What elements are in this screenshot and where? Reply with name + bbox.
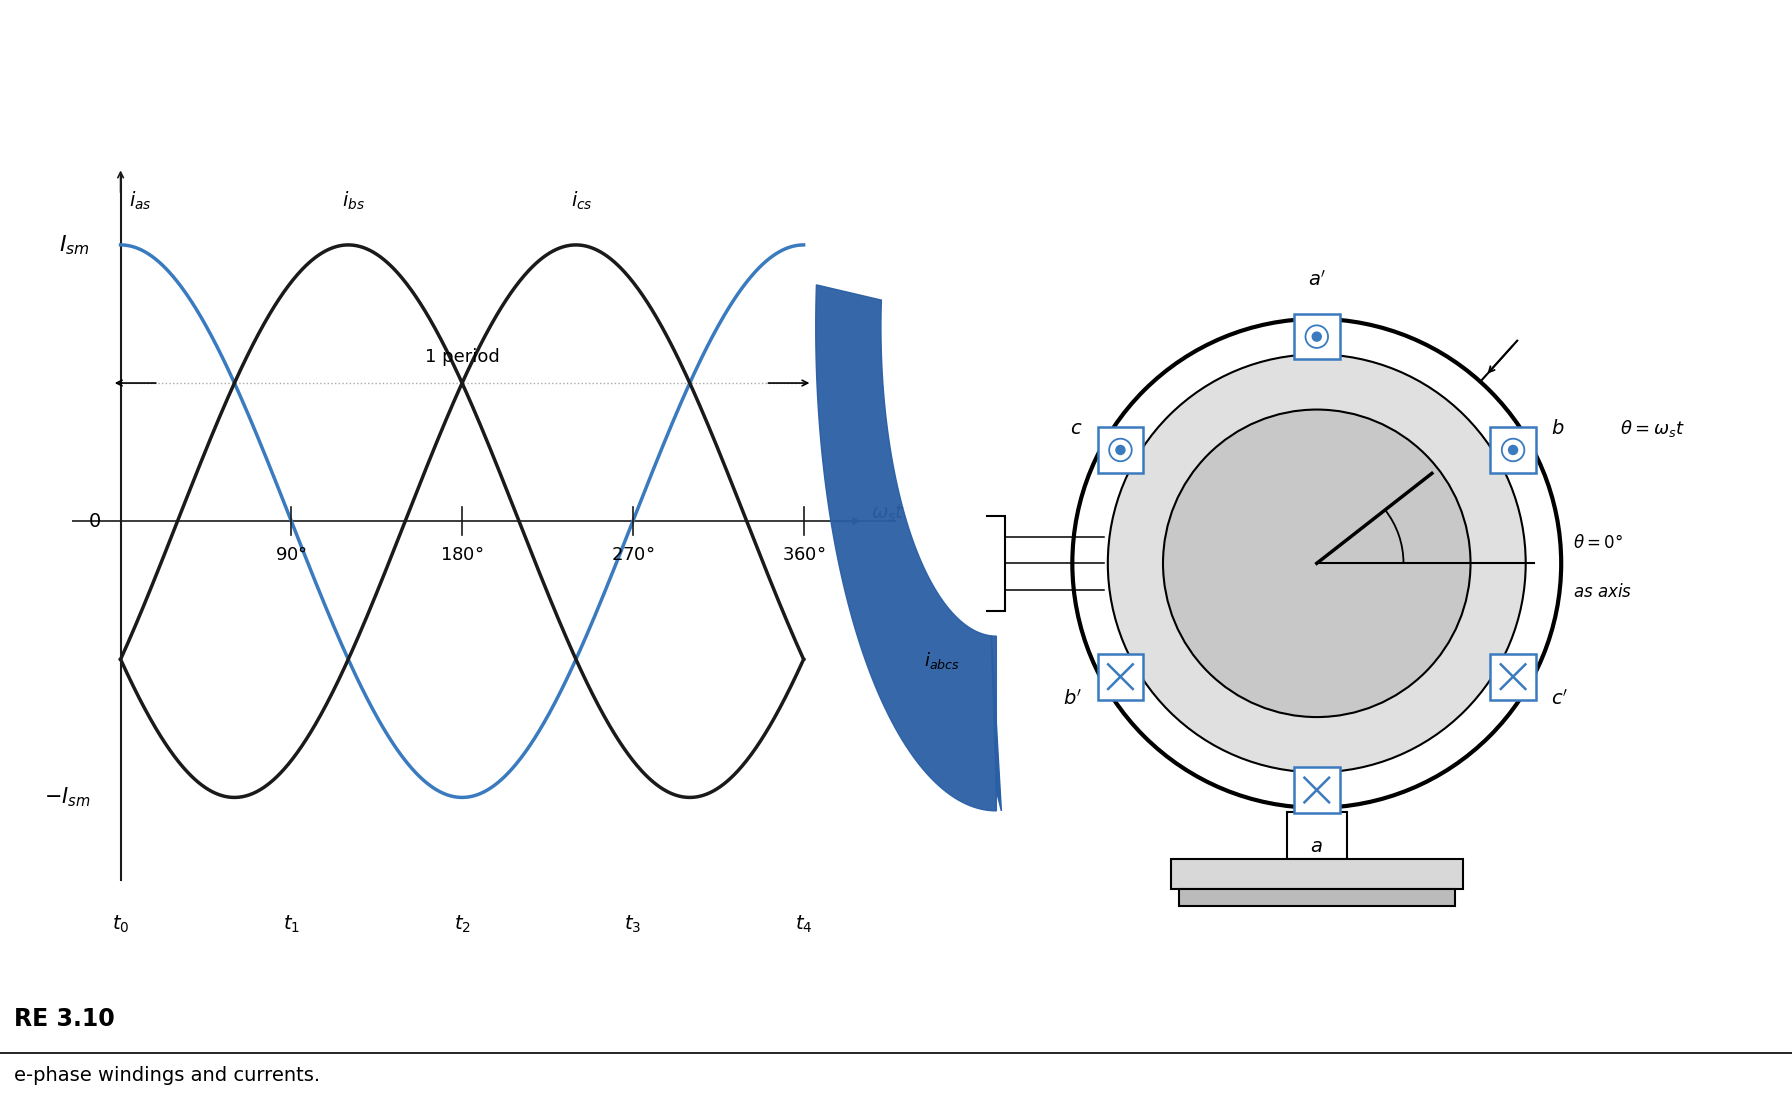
Text: $i_{abcs}$: $i_{abcs}$ <box>925 650 961 671</box>
Circle shape <box>1163 410 1471 717</box>
Circle shape <box>1306 325 1328 348</box>
Text: $a'$: $a'$ <box>1308 269 1326 289</box>
Bar <box>1170 859 1462 889</box>
Text: $t_3$: $t_3$ <box>624 914 642 935</box>
FancyBboxPatch shape <box>1491 654 1536 700</box>
Text: $\omega_s t$: $\omega_s t$ <box>871 502 905 523</box>
Text: 1 period: 1 period <box>425 348 500 366</box>
Polygon shape <box>991 636 1002 811</box>
Text: $a$: $a$ <box>1310 838 1322 857</box>
Text: $360°$: $360°$ <box>781 547 826 564</box>
Text: RE 3.10: RE 3.10 <box>14 1007 115 1030</box>
Circle shape <box>944 580 964 599</box>
Circle shape <box>1312 333 1321 342</box>
Text: $t_1$: $t_1$ <box>283 914 299 935</box>
Text: $t_2$: $t_2$ <box>453 914 471 935</box>
Bar <box>1287 812 1348 859</box>
Circle shape <box>944 554 964 572</box>
Text: $t_0$: $t_0$ <box>111 914 129 935</box>
Polygon shape <box>815 284 996 811</box>
FancyBboxPatch shape <box>1491 427 1536 473</box>
Text: $i_{cs}$: $i_{cs}$ <box>570 189 591 212</box>
Bar <box>973 516 1005 610</box>
Text: $90°$: $90°$ <box>276 547 308 564</box>
Circle shape <box>1116 446 1125 455</box>
Text: $\theta = 0°$: $\theta = 0°$ <box>1573 534 1624 552</box>
Text: $I_{sm}$: $I_{sm}$ <box>59 233 90 256</box>
Text: $b'$: $b'$ <box>1063 689 1082 708</box>
Circle shape <box>944 528 964 545</box>
Circle shape <box>1502 439 1525 461</box>
FancyBboxPatch shape <box>1097 654 1143 700</box>
Text: $\theta = \omega_s t$: $\theta = \omega_s t$ <box>1620 419 1684 439</box>
FancyBboxPatch shape <box>1294 767 1340 813</box>
Text: e-phase windings and currents.: e-phase windings and currents. <box>14 1066 321 1085</box>
Circle shape <box>1109 439 1133 461</box>
Text: $i_{bs}$: $i_{bs}$ <box>342 189 366 212</box>
Text: $0$: $0$ <box>88 512 100 531</box>
Text: $as$ axis: $as$ axis <box>1573 584 1633 601</box>
Circle shape <box>1072 319 1561 808</box>
Text: $b$: $b$ <box>1550 419 1564 438</box>
FancyBboxPatch shape <box>1294 314 1340 360</box>
Text: $-I_{sm}$: $-I_{sm}$ <box>43 785 90 810</box>
Text: $c'$: $c'$ <box>1550 689 1568 708</box>
Text: $i_{as}$: $i_{as}$ <box>129 189 152 212</box>
Text: $t_4$: $t_4$ <box>796 914 812 935</box>
Circle shape <box>1107 354 1525 773</box>
Text: $c$: $c$ <box>1070 419 1082 438</box>
Circle shape <box>1509 446 1518 455</box>
Bar <box>1179 889 1455 906</box>
FancyBboxPatch shape <box>1097 427 1143 473</box>
Text: $270°$: $270°$ <box>611 547 654 564</box>
Text: $180°$: $180°$ <box>441 547 484 564</box>
